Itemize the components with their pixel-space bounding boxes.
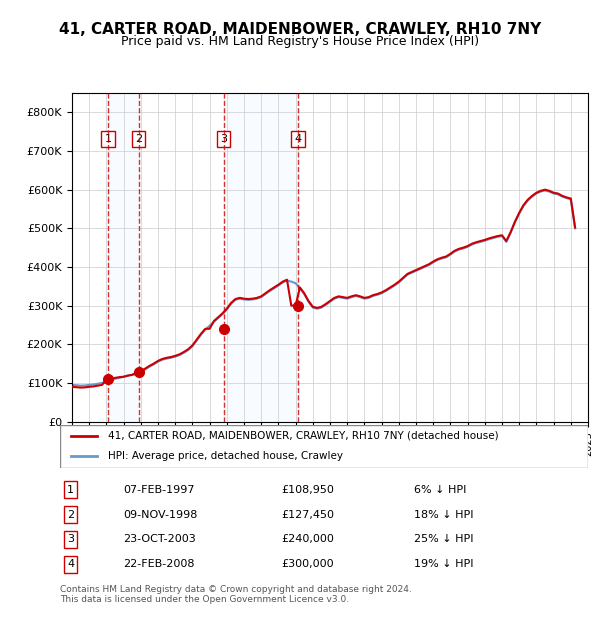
Text: 4: 4 <box>67 559 74 569</box>
Text: 09-NOV-1998: 09-NOV-1998 <box>124 510 198 520</box>
Bar <box>108 93 139 422</box>
Text: 41, CARTER ROAD, MAIDENBOWER, CRAWLEY, RH10 7NY (detached house): 41, CARTER ROAD, MAIDENBOWER, CRAWLEY, R… <box>107 430 498 441</box>
Text: 2: 2 <box>67 510 74 520</box>
Text: £127,450: £127,450 <box>282 510 335 520</box>
Text: 07-FEB-1997: 07-FEB-1997 <box>124 485 195 495</box>
Text: Contains HM Land Registry data © Crown copyright and database right 2024.
This d: Contains HM Land Registry data © Crown c… <box>60 585 412 604</box>
FancyBboxPatch shape <box>60 425 588 468</box>
Text: £240,000: £240,000 <box>282 534 335 544</box>
Text: 1: 1 <box>104 134 112 144</box>
Text: 3: 3 <box>67 534 74 544</box>
Text: 18% ↓ HPI: 18% ↓ HPI <box>414 510 473 520</box>
Text: 4: 4 <box>295 134 302 144</box>
Bar <box>224 93 298 422</box>
Text: £108,950: £108,950 <box>282 485 335 495</box>
Text: 25% ↓ HPI: 25% ↓ HPI <box>414 534 473 544</box>
Text: £300,000: £300,000 <box>282 559 334 569</box>
Text: Price paid vs. HM Land Registry's House Price Index (HPI): Price paid vs. HM Land Registry's House … <box>121 35 479 48</box>
Text: 3: 3 <box>220 134 227 144</box>
Text: 1: 1 <box>67 485 74 495</box>
Text: 2: 2 <box>135 134 142 144</box>
Text: 6% ↓ HPI: 6% ↓ HPI <box>414 485 466 495</box>
Text: 19% ↓ HPI: 19% ↓ HPI <box>414 559 473 569</box>
Text: 22-FEB-2008: 22-FEB-2008 <box>124 559 195 569</box>
Text: HPI: Average price, detached house, Crawley: HPI: Average price, detached house, Craw… <box>107 451 343 461</box>
Text: 41, CARTER ROAD, MAIDENBOWER, CRAWLEY, RH10 7NY: 41, CARTER ROAD, MAIDENBOWER, CRAWLEY, R… <box>59 22 541 37</box>
Text: 23-OCT-2003: 23-OCT-2003 <box>124 534 196 544</box>
